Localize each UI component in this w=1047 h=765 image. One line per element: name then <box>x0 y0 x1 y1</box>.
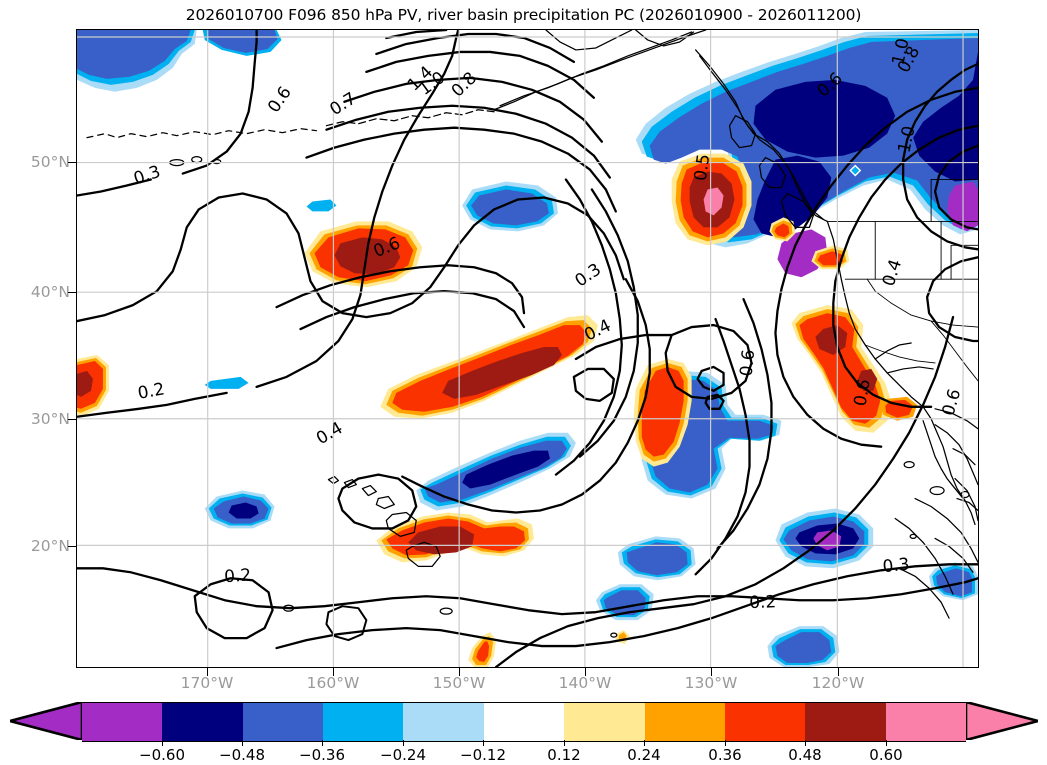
colorbar-tick <box>805 740 807 746</box>
coastline-layer <box>86 30 978 638</box>
colorbar-swatch-navy[interactable] <box>162 702 243 742</box>
colorbar-label-neg036: −0.36 <box>299 746 345 764</box>
colorbar-swatch-paleyellow[interactable] <box>564 702 645 742</box>
contour-label: 0.3 <box>571 259 605 291</box>
svg-text:0.2: 0.2 <box>136 378 166 402</box>
svg-text:0.6: 0.6 <box>938 386 965 417</box>
svg-text:0.3: 0.3 <box>571 259 605 291</box>
x-tick-label-150w: 150°W <box>432 674 486 692</box>
y-tick-label-30n: 30°N <box>30 410 70 428</box>
contour-label: 0.2 <box>136 378 166 402</box>
contour-label: 0.5 <box>690 153 714 182</box>
svg-text:0.4: 0.4 <box>878 257 905 289</box>
colorbar-swatch-blue[interactable] <box>242 702 324 742</box>
x-tick-label-170w: 170°W <box>180 674 234 692</box>
svg-text:0.3: 0.3 <box>131 161 163 188</box>
colorbar-swatch-white[interactable] <box>483 702 565 742</box>
contour-label: 0.4 <box>878 257 905 289</box>
svg-text:0.5: 0.5 <box>690 153 714 182</box>
contour-label: 0.2 <box>224 564 252 586</box>
colorbar-max-arrow <box>966 702 1038 740</box>
x-tick-mark <box>711 668 713 676</box>
pv-contour-layer <box>77 30 978 667</box>
x-tick-mark <box>207 668 209 676</box>
contour-label: 0.2 <box>749 591 777 612</box>
y-tick-mark <box>68 546 76 548</box>
y-tick-label-20n: 20°N <box>30 537 70 555</box>
colorbar-tick <box>403 740 405 746</box>
colorbar-swatch-cyan[interactable] <box>323 702 404 742</box>
x-tick-mark <box>585 668 587 676</box>
svg-text:0.4: 0.4 <box>312 417 345 448</box>
colorbar-swatch-purple[interactable] <box>82 702 163 742</box>
colorbar-tick <box>242 740 244 746</box>
x-tick-label-120w: 120°W <box>811 674 865 692</box>
colorbar-swatch-lightblue[interactable] <box>403 702 484 742</box>
map-plot-area[interactable]: 0.3 0.2 0.2 0.4 0.6 0.3 0.4 0.6 0.7 1.4 … <box>76 29 979 668</box>
y-tick-label-40n: 40°N <box>30 283 70 301</box>
x-tick-mark <box>333 668 335 676</box>
colorbar-tick <box>322 740 324 746</box>
colorbar[interactable]: −0.60 −0.48 −0.36 −0.24 −0.12 0.12 0.24 … <box>0 700 1047 765</box>
colorbar-swatch-darkred[interactable] <box>805 702 886 742</box>
colorbar-label-pos024: 0.24 <box>627 746 661 764</box>
svg-text:0.2: 0.2 <box>224 564 252 586</box>
x-tick-label-160w: 160°W <box>306 674 360 692</box>
y-tick-mark <box>68 419 76 421</box>
x-tick-mark <box>838 668 840 676</box>
x-tick-mark <box>459 668 461 676</box>
gridline-layer <box>77 30 978 667</box>
colorbar-label-pos048: 0.48 <box>788 746 822 764</box>
colorbar-tick <box>644 740 646 746</box>
contour-label: 0.3 <box>882 554 911 577</box>
svg-text:0.6: 0.6 <box>736 348 759 377</box>
y-tick-mark <box>68 162 76 164</box>
y-tick-label-50n: 50°N <box>30 153 70 171</box>
colorbar-tick <box>725 740 727 746</box>
svg-text:0.3: 0.3 <box>882 554 911 577</box>
colorbar-label-neg060: −0.60 <box>139 746 185 764</box>
colorbar-label-pos036: 0.36 <box>708 746 742 764</box>
colorbar-label-pos012: 0.12 <box>547 746 581 764</box>
colorbar-swatch-pink[interactable] <box>885 702 966 742</box>
colorbar-label-neg024: −0.24 <box>380 746 426 764</box>
contour-label: 0.6 <box>736 348 759 377</box>
map-canvas: 0.3 0.2 0.2 0.4 0.6 0.3 0.4 0.6 0.7 1.4 … <box>77 30 978 667</box>
colorbar-tick <box>564 740 566 746</box>
page-title: 2026010700 F096 850 hPa PV, river basin … <box>185 6 862 24</box>
colorbar-tick <box>162 740 164 746</box>
y-tick-mark <box>68 292 76 294</box>
contour-label: 0.4 <box>312 417 345 448</box>
x-tick-label-140w: 140°W <box>558 674 612 692</box>
svg-text:0.2: 0.2 <box>749 591 777 612</box>
contour-label: 0.6 <box>938 386 965 417</box>
shading-layer <box>77 30 978 667</box>
x-tick-label-130w: 130°W <box>684 674 738 692</box>
contour-label: 0.3 <box>131 161 163 188</box>
colorbar-swatch-red[interactable] <box>724 702 806 742</box>
svg-text:0.6: 0.6 <box>849 378 873 408</box>
colorbar-gradient[interactable] <box>82 702 966 742</box>
colorbar-min-arrow <box>10 702 82 740</box>
colorbar-tick <box>483 740 485 746</box>
colorbar-label-neg048: −0.48 <box>219 746 265 764</box>
colorbar-tick <box>886 740 888 746</box>
contour-label: 0.6 <box>849 378 873 408</box>
colorbar-swatch-orange[interactable] <box>644 702 725 742</box>
colorbar-label-pos060: 0.60 <box>869 746 903 764</box>
colorbar-label-neg012: −0.12 <box>460 746 506 764</box>
